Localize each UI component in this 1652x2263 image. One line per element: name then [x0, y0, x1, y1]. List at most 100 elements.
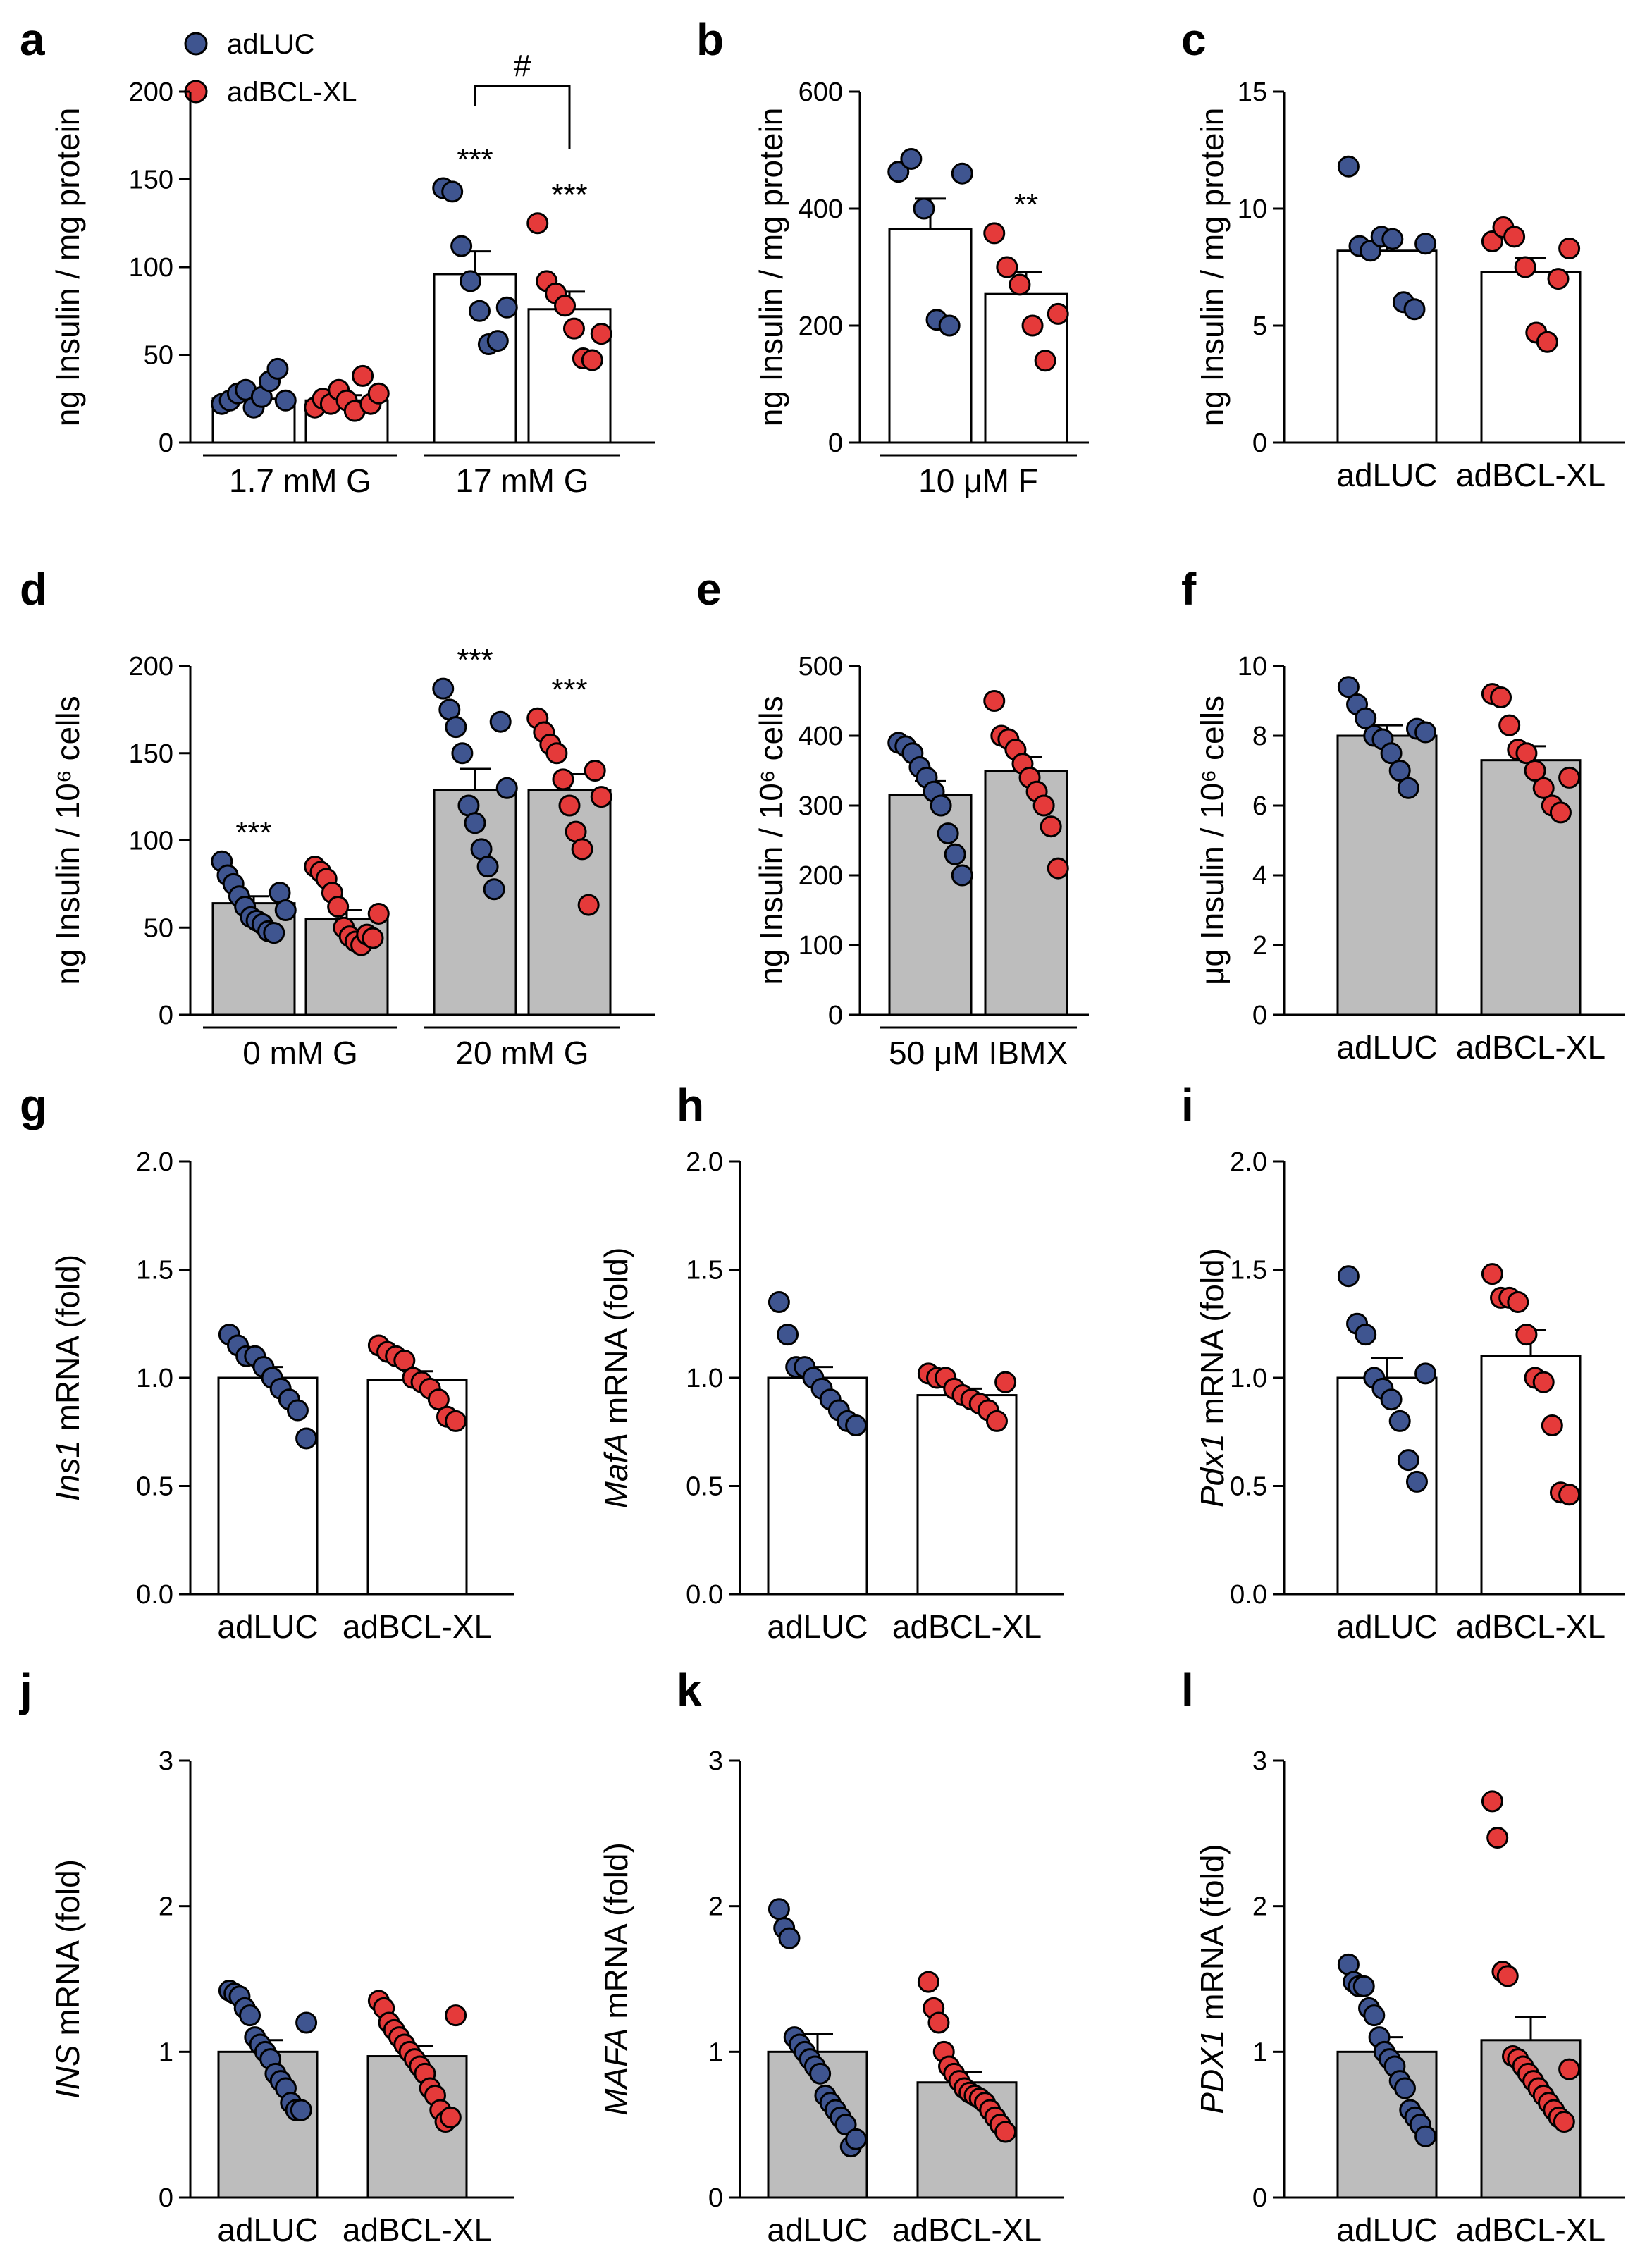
- x-category-label-f: adLUC: [1336, 1029, 1437, 1066]
- y-tick-label-h: 1.0: [686, 1364, 723, 1393]
- y-tick-label-a: 200: [129, 78, 173, 107]
- panel-label-a: a: [20, 14, 45, 65]
- y-tick-label-k: 1: [708, 2037, 723, 2067]
- group-label-d: 0 mM G: [242, 1035, 358, 1071]
- data-point-l-0: [1363, 2004, 1386, 2027]
- panel-label-h: h: [677, 1080, 704, 1130]
- data-point-b-1: [1034, 350, 1056, 372]
- data-point-l-0: [1393, 2077, 1416, 2099]
- y-tick-label-g: 2.0: [136, 1147, 173, 1177]
- y-tick-label-f: 10: [1238, 652, 1267, 682]
- data-point-i-0: [1397, 1449, 1419, 1472]
- data-point-e-0: [951, 864, 973, 887]
- panel-a: a 0 50 100 150 200 ng Insulin / mg protein *** *…: [20, 14, 655, 499]
- y-axis-label-gene-h: MafA: [598, 1433, 634, 1508]
- y-tick-label-f: 0: [1252, 1001, 1267, 1030]
- bar-c-1: [1480, 271, 1582, 444]
- data-point-c-0: [1414, 233, 1437, 255]
- significance-a-2: ***: [457, 142, 493, 177]
- data-point-d-1: [362, 927, 384, 949]
- y-tick-label-f: 2: [1252, 931, 1267, 961]
- y-tick-label-k: 3: [708, 1746, 723, 1776]
- bar-c-0: [1336, 249, 1438, 444]
- y-tick-label-b: 600: [799, 78, 843, 107]
- y-axis-label-h: MafA mRNA (fold): [598, 1247, 634, 1509]
- y-tick-label-i: 0.0: [1230, 1580, 1267, 1610]
- data-point-b-1: [983, 222, 1006, 245]
- panel-label-j: j: [19, 1665, 32, 1715]
- data-point-d-2: [495, 777, 518, 799]
- data-point-i-0: [1388, 1410, 1411, 1432]
- y-axis-label-a: ng Insulin / mg protein: [49, 108, 86, 427]
- y-tick-label-b: 0: [828, 428, 843, 458]
- panel-label-g: g: [20, 1080, 47, 1130]
- significance-b-1: **: [1014, 187, 1038, 222]
- data-point-d-2: [464, 812, 486, 834]
- data-point-g-0: [295, 1427, 318, 1450]
- data-point-j-0: [290, 2099, 312, 2121]
- data-point-l-1: [1496, 1965, 1519, 1987]
- panel-b: b 0 200 400 600 ng Insulin / mg protein ** 10 μ…: [696, 14, 1089, 499]
- x-category-label-g: adBCL-XL: [343, 1608, 492, 1645]
- data-point-d-1: [367, 902, 390, 925]
- y-axis-label-l: PDX1 mRNA (fold): [1194, 1844, 1231, 2114]
- y-axis-label-rest-i: mRNA (fold): [1194, 1248, 1231, 1433]
- data-point-f-0: [1355, 707, 1377, 729]
- data-point-a-0: [266, 357, 289, 380]
- bar-h-0: [767, 1376, 868, 1596]
- panel-label-l: l: [1181, 1665, 1194, 1715]
- data-point-a-2: [495, 296, 518, 319]
- data-point-f-1: [1498, 714, 1521, 736]
- data-point-b-0: [913, 197, 935, 220]
- data-point-f-1: [1549, 801, 1572, 824]
- x-category-label-j: adLUC: [217, 2212, 318, 2248]
- data-point-b-1: [1047, 302, 1069, 325]
- y-tick-label-l: 3: [1252, 1746, 1267, 1776]
- data-point-l-0: [1352, 1975, 1375, 1997]
- data-point-c-1: [1536, 331, 1558, 353]
- x-category-label-l: adBCL-XL: [1456, 2212, 1605, 2248]
- data-point-f-1: [1490, 686, 1512, 709]
- y-tick-label-g: 1.5: [136, 1256, 173, 1285]
- data-point-a-3: [554, 295, 577, 317]
- group-label-d: 20 mM G: [455, 1035, 588, 1071]
- comparison-bracket-a: [474, 85, 571, 149]
- data-point-h-0: [777, 1324, 799, 1346]
- data-point-c-0: [1403, 298, 1426, 321]
- data-point-d-2: [432, 677, 455, 700]
- data-point-a-1: [352, 364, 374, 387]
- data-point-k-0: [768, 1898, 790, 1920]
- y-tick-label-a: 150: [129, 166, 173, 195]
- y-tick-label-e: 0: [828, 1001, 843, 1030]
- data-point-b-0: [887, 161, 910, 183]
- data-point-f-0: [1337, 676, 1360, 698]
- data-point-d-2: [483, 878, 505, 901]
- data-point-g-1: [427, 1388, 450, 1411]
- y-axis-label-j: INS mRNA (fold): [49, 1859, 86, 2099]
- data-point-e-1: [1032, 794, 1055, 817]
- y-axis-label-rest-g: mRNA (fold): [49, 1254, 86, 1440]
- data-point-a-3: [590, 323, 612, 345]
- data-point-i-0: [1337, 1265, 1360, 1288]
- bar-e-0: [888, 794, 973, 1016]
- data-point-i-0: [1355, 1324, 1377, 1346]
- group-label-a: 1.7 mM G: [229, 462, 371, 499]
- data-point-j-1: [439, 2106, 462, 2128]
- y-tick-label-d: 200: [129, 652, 173, 682]
- significance-d-0: ***: [235, 815, 271, 850]
- panel-l: l 0 1 2 3 PDX1 mRNA (fold) adLUC adBCL-XL: [1181, 1665, 1625, 2248]
- x-category-label-h: adBCL-XL: [892, 1608, 1042, 1645]
- y-tick-label-a: 50: [144, 341, 173, 371]
- x-category-label-j: adBCL-XL: [343, 2212, 492, 2248]
- y-axis-label-k: MAFA mRNA (fold): [598, 1842, 634, 2116]
- x-category-label-l: adLUC: [1336, 2212, 1437, 2248]
- panel-label-b: b: [696, 14, 724, 65]
- y-axis-label-b: ng Insulin / mg protein: [753, 108, 789, 427]
- data-point-h-0: [768, 1291, 790, 1314]
- y-tick-label-e: 200: [799, 861, 843, 891]
- data-point-d-2: [489, 710, 512, 733]
- y-tick-label-f: 8: [1252, 722, 1267, 751]
